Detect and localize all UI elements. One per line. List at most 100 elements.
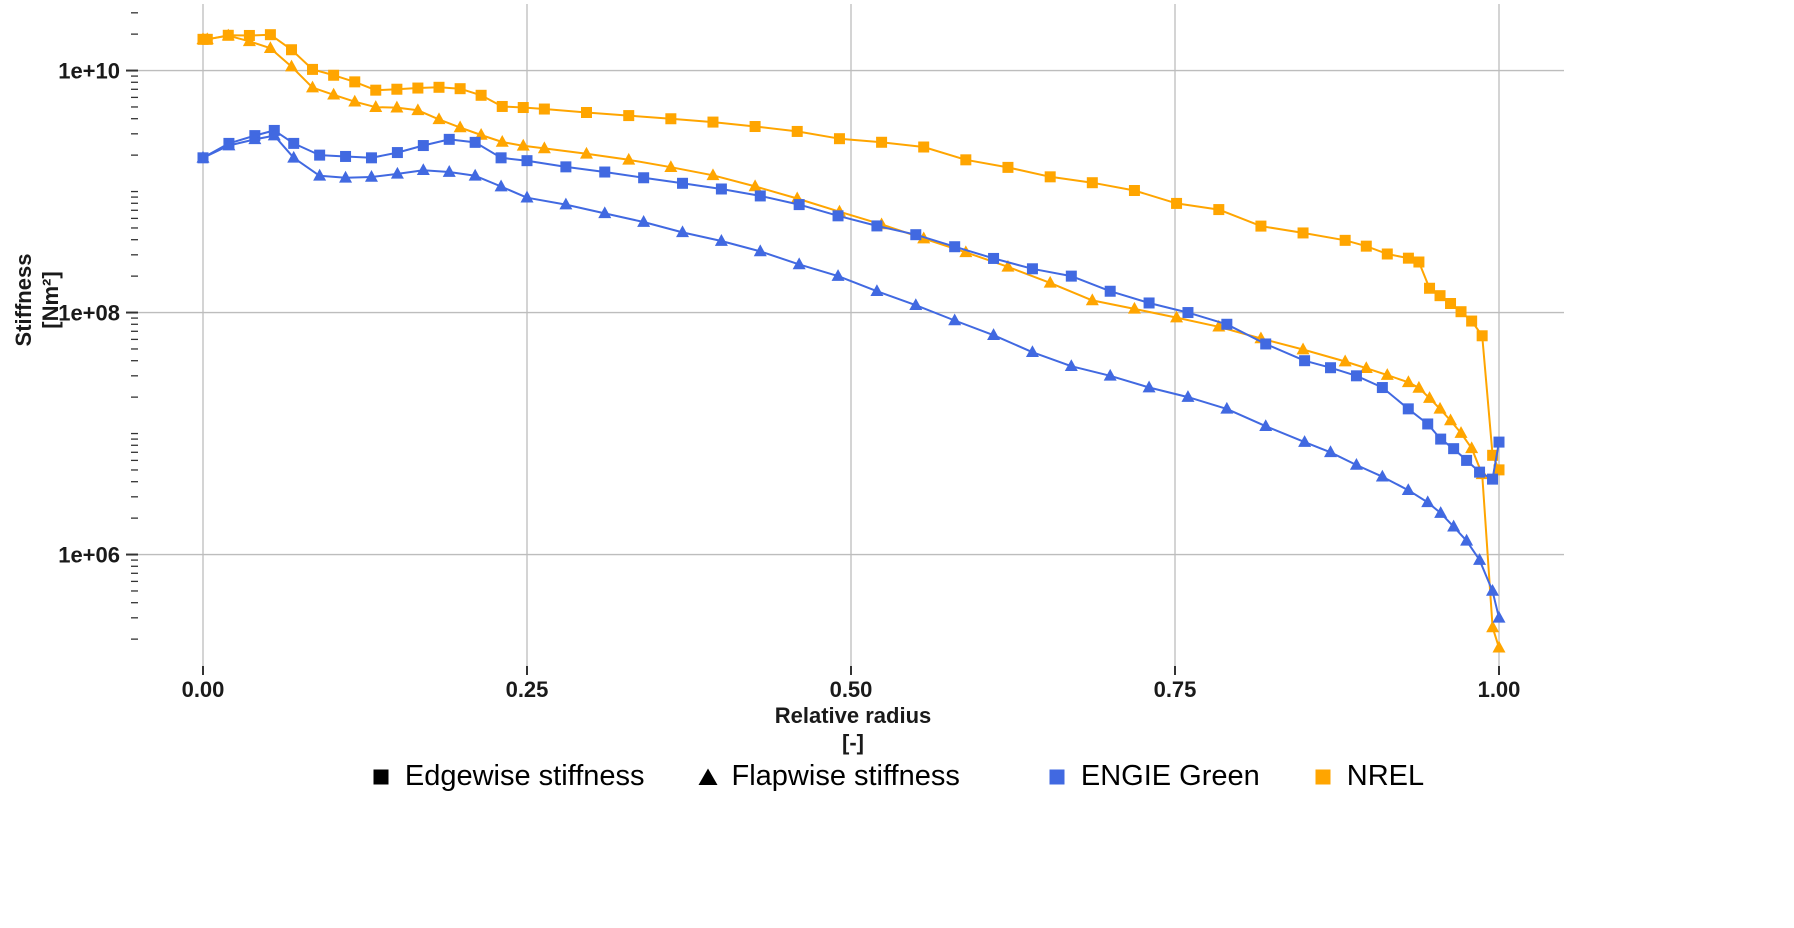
- square-marker-icon: [1487, 449, 1499, 461]
- y-tick-label: 1e+10: [58, 59, 120, 84]
- square-marker-icon: [949, 241, 961, 253]
- square-marker-icon: [412, 82, 424, 94]
- triangle-marker-icon: [494, 179, 508, 192]
- triangle-marker-icon: [432, 112, 446, 125]
- triangle-marker-icon: [959, 245, 973, 258]
- triangle-marker-icon: [327, 87, 341, 100]
- triangle-marker-icon: [1486, 583, 1500, 596]
- triangle-marker-icon: [248, 132, 262, 145]
- triangle-marker-icon: [1338, 354, 1352, 367]
- triangle-marker-icon: [664, 160, 678, 173]
- square-legend-marker-icon: [1315, 769, 1331, 784]
- triangle-marker-icon: [1220, 401, 1234, 414]
- square-marker-icon: [1026, 263, 1038, 275]
- triangle-marker-icon: [516, 138, 530, 151]
- triangle-marker-icon: [753, 244, 767, 257]
- square-marker-icon: [443, 133, 455, 145]
- legend-label: Flapwise stiffness: [731, 760, 960, 792]
- square-marker-icon: [1297, 227, 1309, 239]
- triangle-marker-icon: [870, 284, 884, 297]
- triangle-marker-icon: [1492, 640, 1506, 653]
- square-marker-icon: [1376, 382, 1388, 394]
- x-tick-label: 0.50: [830, 677, 873, 702]
- legend-label: ENGIE Green: [1080, 760, 1260, 792]
- x-tick-label: 0.25: [506, 677, 549, 702]
- square-marker-icon: [1325, 362, 1337, 374]
- legend-item-edgewise-stiffness: Edgewise stiffness: [370, 760, 645, 793]
- x-tick-label: 1.00: [1478, 677, 1521, 702]
- y-tick-label: 1e+06: [58, 543, 120, 568]
- axis-ticks: [126, 12, 1500, 675]
- triangle-marker-icon: [1486, 620, 1500, 633]
- triangle-marker-icon: [390, 100, 404, 113]
- square-marker-icon: [454, 83, 466, 95]
- triangle-marker-icon: [909, 298, 923, 311]
- x-axis-title-text: Relative radius: [774, 703, 932, 728]
- square-marker-icon: [638, 172, 650, 184]
- legend-label: NREL: [1346, 760, 1425, 792]
- triangle-marker-icon: [313, 168, 327, 181]
- series-layer: [196, 28, 1506, 653]
- legend-item-flapwise-stiffness: Flapwise stiffness: [697, 760, 960, 793]
- triangle-marker-icon: [1433, 401, 1447, 414]
- triangle-marker-icon: [1460, 533, 1474, 546]
- square-marker-icon: [1044, 171, 1056, 183]
- square-marker-icon: [833, 133, 845, 145]
- square-marker-icon: [1104, 285, 1116, 297]
- square-marker-icon: [1086, 177, 1098, 189]
- square-marker-icon: [475, 89, 487, 101]
- square-marker-icon: [1065, 270, 1077, 282]
- y-tick-label: 1e+08: [58, 301, 120, 326]
- square-marker-icon: [1474, 466, 1486, 478]
- square-marker-icon: [832, 210, 844, 222]
- square-marker-icon: [1128, 184, 1140, 196]
- triangle-marker-icon: [559, 197, 573, 210]
- legend-label: Edgewise stiffness: [404, 760, 645, 792]
- square-marker-icon: [307, 63, 319, 75]
- square-marker-icon: [469, 136, 481, 148]
- triangle-marker-icon: [714, 234, 728, 246]
- square-marker-icon: [340, 150, 352, 162]
- square-marker-icon: [1381, 248, 1393, 260]
- square-marker-icon: [1360, 240, 1372, 252]
- square-marker-icon: [988, 252, 1000, 264]
- square-marker-icon: [754, 190, 766, 202]
- square-marker-icon: [433, 81, 445, 93]
- square-marker-icon: [314, 149, 326, 161]
- triangle-marker-icon: [348, 94, 362, 107]
- triangle-marker-icon: [1025, 345, 1039, 358]
- y-axis-title: Stiffness [Nm²]: [10, 236, 66, 364]
- series-engie-green-flapwise-stiffness: [196, 128, 1506, 623]
- triangle-marker-icon: [1444, 413, 1458, 426]
- square-marker-icon: [1002, 161, 1014, 173]
- triangle-marker-icon: [537, 141, 551, 154]
- triangle-marker-icon: [1298, 435, 1312, 447]
- square-marker-icon: [1413, 256, 1425, 268]
- square-marker-icon: [599, 166, 611, 178]
- square-marker-icon: [677, 177, 689, 189]
- triangle-marker-icon: [222, 138, 236, 151]
- square-marker-icon: [707, 116, 719, 128]
- tick-labels: 1e+10 1e+08 1e+06 0.00 0.25 0.50 0.75 1.00: [58, 59, 1520, 702]
- triangle-marker-icon: [792, 257, 806, 270]
- triangle-marker-icon: [1359, 361, 1373, 374]
- triangle-marker-icon: [1181, 390, 1195, 402]
- square-marker-icon: [417, 140, 429, 152]
- triangle-marker-icon: [263, 41, 277, 54]
- square-marker-icon: [1476, 330, 1488, 342]
- square-marker-icon: [538, 103, 550, 115]
- triangle-marker-icon: [987, 328, 1001, 340]
- square-marker-icon: [286, 44, 298, 56]
- triangle-marker-icon: [1127, 301, 1141, 314]
- legend-item-nrel: NREL: [1312, 760, 1424, 793]
- gridlines: [138, 4, 1564, 666]
- legend-item-engie-green: ENGIE Green: [1046, 760, 1260, 793]
- triangle-marker-icon: [339, 170, 353, 183]
- square-marker-icon: [1213, 204, 1225, 216]
- triangle-marker-icon: [200, 32, 214, 45]
- triangle-marker-icon: [287, 150, 301, 163]
- x-tick-label: 0.75: [1154, 677, 1197, 702]
- square-marker-icon: [715, 183, 727, 195]
- square-marker-icon: [910, 229, 922, 241]
